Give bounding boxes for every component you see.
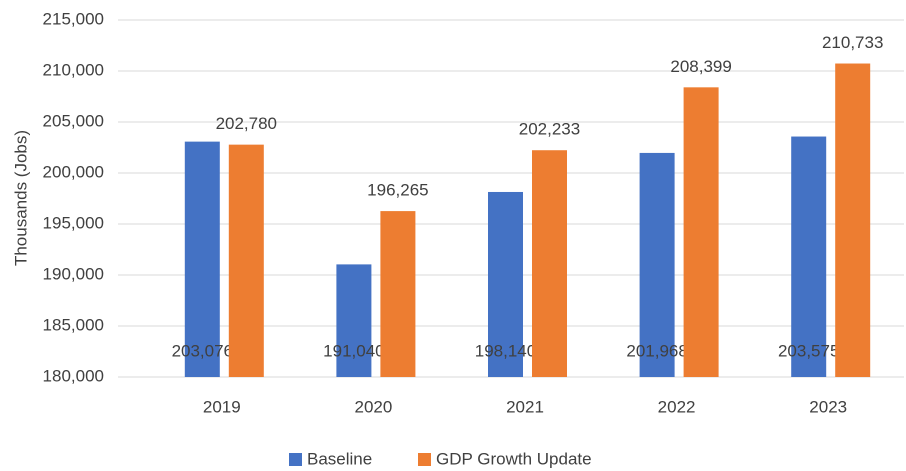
legend-swatch [418, 453, 431, 466]
x-tick-label: 2021 [506, 397, 544, 416]
legend-label: Baseline [307, 449, 372, 468]
y-tick-label: 190,000 [43, 264, 104, 283]
y-tick-label: 205,000 [43, 111, 104, 130]
data-label: 202,233 [519, 120, 580, 139]
bar [488, 191, 523, 377]
legend-label: GDP Growth Update [436, 449, 592, 468]
data-label: 196,265 [367, 181, 428, 200]
bar [228, 144, 264, 377]
data-label: 202,780 [216, 114, 277, 133]
y-tick-label: 195,000 [43, 213, 104, 232]
y-tick-label: 215,000 [43, 9, 104, 28]
data-label: 203,575 [778, 341, 839, 360]
x-tick-label: 2023 [809, 397, 847, 416]
data-label: 203,076 [172, 341, 233, 360]
bar [791, 136, 827, 377]
data-label: 191,040 [323, 341, 384, 360]
bar [683, 87, 719, 377]
y-axis-title: Thousands (Jobs) [11, 130, 30, 266]
bar [184, 141, 220, 377]
data-label: 201,968 [626, 341, 687, 360]
x-tick-label: 2019 [203, 397, 241, 416]
legend-swatch [289, 453, 302, 466]
data-label: 198,140 [475, 341, 536, 360]
x-tick-label: 2022 [658, 397, 696, 416]
bar [336, 264, 372, 377]
bar [532, 150, 567, 377]
x-tick-label: 2020 [354, 397, 392, 416]
data-label: 208,399 [670, 57, 731, 76]
y-tick-label: 180,000 [43, 366, 104, 385]
y-tick-label: 200,000 [43, 162, 104, 181]
y-tick-label: 210,000 [43, 60, 104, 79]
bar [835, 63, 871, 377]
y-tick-label: 185,000 [43, 315, 104, 334]
bar [639, 152, 675, 377]
data-label: 210,733 [822, 33, 883, 52]
bar [380, 211, 416, 377]
